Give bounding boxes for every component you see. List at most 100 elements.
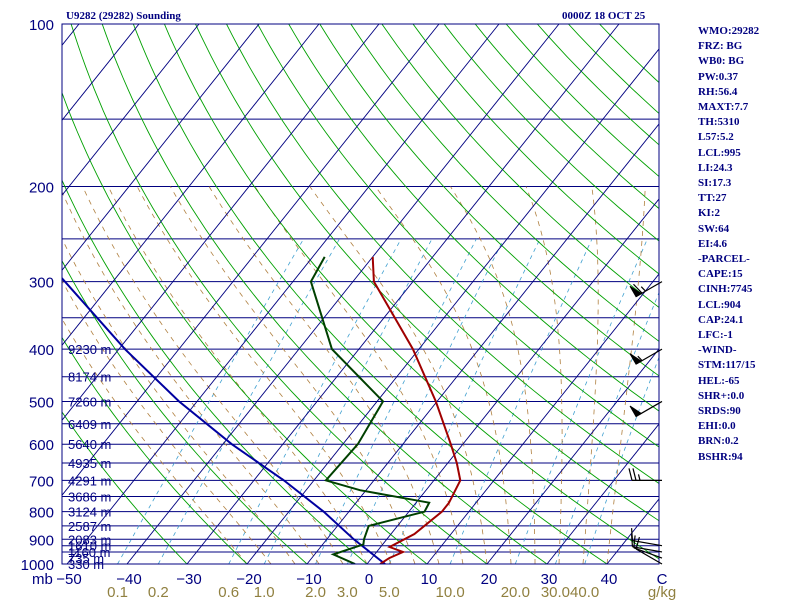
wind-barb [630,528,663,547]
index-item: -PARCEL- [698,253,750,266]
dry-adiabat-line [62,179,368,564]
moist-adiabat-line [136,186,392,564]
mixing-ratio-line [584,356,659,564]
temperature-unit-label: C [657,571,668,588]
wind-barb [628,468,662,481]
index-item: FRZ: BG [698,40,743,53]
pressure-label: 700 [29,473,54,490]
index-item: SI:17.3 [698,177,732,190]
dry-adiabat-line [474,24,659,210]
wind-barb [629,348,663,365]
isotherm-line [126,24,560,564]
mixing-ratio-label: 2.0 [305,584,326,600]
height-label: 5640 m [68,437,111,452]
wind-barb-pennant [629,353,643,365]
dry-adiabat-line [226,24,659,484]
isotherm-lines [62,24,659,564]
height-label: 4935 m [68,456,111,471]
pressure-label: 900 [29,532,54,549]
height-label: 6409 m [68,417,111,432]
index-item: CAP:24.1 [698,313,744,326]
isotherm-line [486,348,659,564]
moist-adiabat-line [82,186,344,564]
mixing-ratio-line [263,238,433,564]
isotherm-line [186,24,620,564]
wind-barb-staff [632,546,663,553]
pressure-label: 600 [29,437,54,454]
mixing-ratio-label: 0.6 [218,584,239,600]
pressure-label: 300 [29,275,54,292]
mixing-ratio-label: 10.0 [436,584,465,600]
mixing-ratio-label: 1.0 [254,584,275,600]
wind-barb-flag [633,535,636,548]
index-item: LFC:-1 [698,329,733,342]
temperature-tick-label: −30 [176,571,201,588]
dry-adiabat-line [412,24,659,275]
temperature-tick-label: 20 [481,571,498,588]
pressure-label: 100 [29,17,54,34]
mixing-ratio-line [157,238,340,564]
moist-adiabat-line [62,237,296,564]
mixing-ratio-line [228,238,402,564]
dry-adiabat-line [62,259,308,564]
wind-barb-half-flag [640,286,646,292]
isotherm-line [62,24,440,496]
moist-adiabat-line [582,186,599,564]
isobar-lines [62,23,659,565]
index-item: BRN:0.2 [698,435,739,448]
dry-adiabat-line [536,24,659,146]
mixing-ratio-line [117,238,304,564]
dry-adiabat-line [505,24,659,178]
moist-adiabat-line [525,186,563,564]
index-item: KI:2 [698,207,720,220]
index-item: MAXT:7.7 [698,101,749,114]
wind-barb [629,400,663,418]
height-label: 7260 m [68,394,111,409]
pressure-axis-labels: 100 200 300 400 500 600 700 800 900 1000 [21,17,54,574]
index-item: WB0: BG [698,55,745,68]
mixing-ratio-label: 30.0 [541,584,570,600]
wind-barb-half-flag [637,355,643,362]
index-item: HEL:-65 [698,374,740,387]
pressure-unit-label: mb [32,571,53,588]
isotherm-line [246,48,659,564]
wind-barb-staff [635,548,663,565]
index-item: LCL:995 [698,146,741,159]
temperature-trace [371,256,462,564]
index-item: -WIND- [698,344,737,357]
dry-adiabat-line [101,24,548,564]
parcel-line [62,276,386,564]
mixing-ratio-label: 3.0 [337,584,358,600]
temperature-tick-label: 10 [421,571,438,588]
height-label: 4291 m [68,473,111,488]
moist-adiabat-line [62,318,248,564]
index-item: SHR+:0.0 [698,389,745,402]
dry-adiabat-line [319,24,659,377]
pressure-label: 800 [29,505,54,522]
dry-adiabat-lines [62,24,659,564]
pressure-label: 500 [29,394,54,411]
parcel-trace [62,276,386,564]
isotherm-line [62,24,260,271]
mixing-ratio-line [346,238,505,564]
wind-barb-half-flag [637,474,641,481]
pressure-label: 200 [29,180,54,197]
isotherm-line [62,24,140,121]
wind-barb-pennant [629,405,643,418]
pressure-label: 1000 [21,557,54,574]
moist-adiabat-line [450,186,536,564]
temperature-tick-label: 0 [365,571,373,588]
chart-title: U9282 (29282) Sounding [66,10,181,22]
index-item: WMO:29282 [698,25,760,37]
dry-adiabat-line [288,24,659,412]
mixing-ratio-label: 0.2 [148,584,169,600]
mixing-ratio-label: 20.0 [501,584,530,600]
dewpoint-trace [309,256,431,564]
moist-adiabat-line [170,186,416,564]
moist-adiabat-line [62,279,272,564]
temperature-tick-label: −50 [56,571,81,588]
dry-adiabat-line [132,24,608,564]
indices-panel: WMO:29282 FRZ: BG WB0: BG PW:0.37 RH:56.4 MAX… [698,24,759,465]
